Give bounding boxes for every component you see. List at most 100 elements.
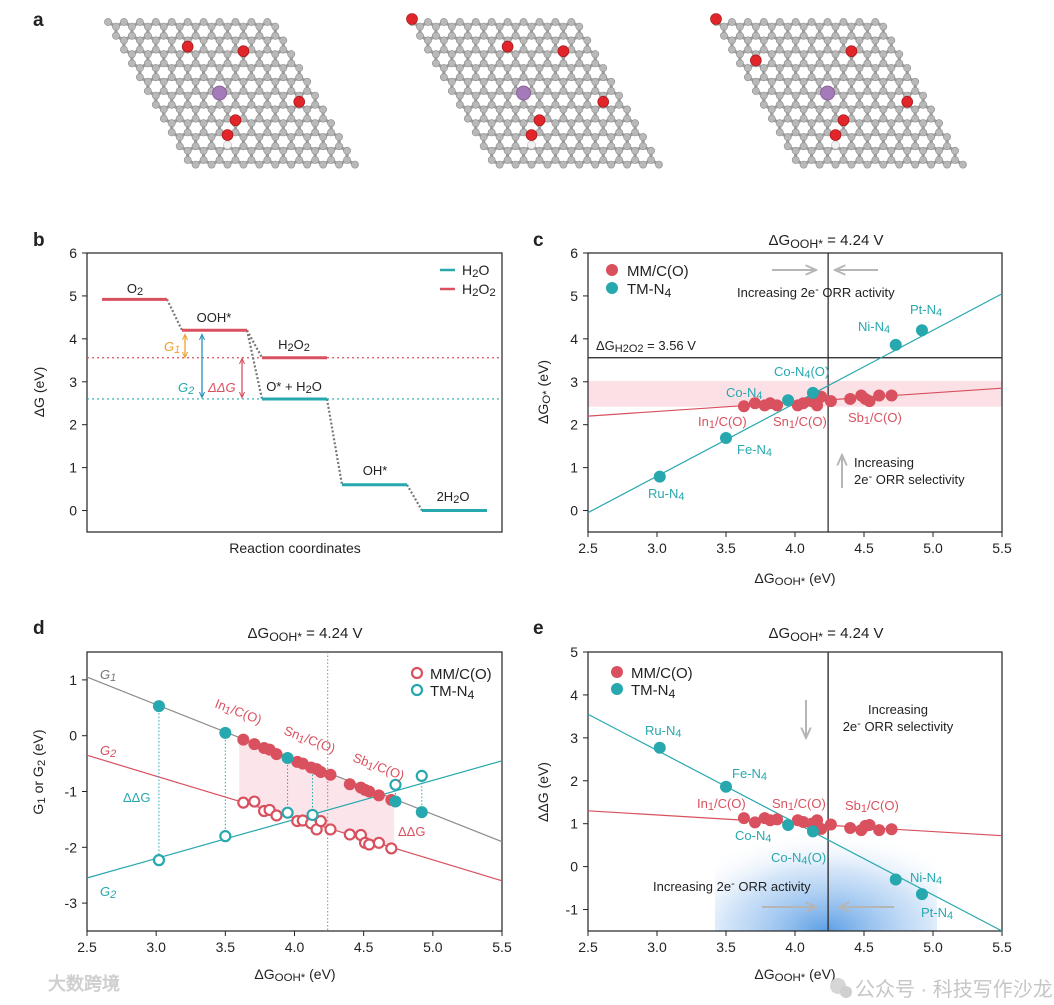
- carbon-atom: [104, 18, 112, 26]
- carbon-atom: [432, 31, 440, 40]
- carbon-atom: [855, 156, 864, 164]
- carbon-atom: [847, 133, 856, 141]
- carbon-atom: [911, 87, 920, 95]
- carbon-atom: [487, 128, 496, 137]
- x-tick-label: 5.0: [923, 540, 943, 556]
- carbon-atom: [887, 45, 896, 54]
- carbon-atom: [167, 36, 176, 45]
- level-connector: [406, 484, 423, 512]
- carbon-atom: [783, 59, 792, 68]
- carbon-atom: [543, 160, 552, 169]
- carbon-atom: [247, 64, 256, 72]
- carbon-atom: [575, 105, 584, 114]
- carbon-atom: [831, 22, 840, 31]
- carbon-atom: [479, 142, 488, 151]
- carbon-atom: [183, 119, 192, 128]
- carbon-atom: [855, 128, 864, 137]
- level-connector: [245, 330, 264, 400]
- carbon-atom: [567, 91, 576, 100]
- carbon-atom: [287, 160, 296, 169]
- carbon-atom: [767, 105, 776, 114]
- group-label: In1/C(O): [212, 696, 264, 730]
- carbon-atom: [567, 36, 576, 45]
- carbon-atom: [591, 59, 600, 68]
- carbon-atom: [112, 22, 120, 31]
- carbon-atom: [263, 73, 272, 82]
- carbon-atom: [351, 160, 359, 169]
- panel-label: a: [33, 10, 44, 31]
- carbon-atom: [151, 91, 160, 100]
- carbon-atom: [319, 160, 328, 169]
- carbon-atom: [887, 91, 896, 100]
- carbon-atom: [839, 36, 848, 45]
- carbon-atom: [911, 105, 920, 114]
- carbon-atom: [311, 128, 320, 137]
- panel-label: e: [533, 618, 544, 639]
- carbon-atom: [591, 133, 600, 141]
- carbon-atom: [495, 50, 504, 59]
- carbon-atom: [815, 50, 824, 59]
- carbon-atom: [879, 160, 888, 169]
- legend-label: TM-N4: [631, 682, 676, 701]
- carbon-atom: [736, 22, 744, 31]
- carbon-atom: [791, 128, 800, 137]
- tm-g1-point: [219, 726, 232, 739]
- carbon-atom: [831, 50, 840, 59]
- carbon-atom: [543, 105, 552, 114]
- carbon-atom: [759, 45, 768, 54]
- tm-point: [653, 741, 666, 754]
- ddg-label-mm: ΔΔG: [398, 824, 425, 839]
- carbon-atom: [879, 31, 888, 40]
- carbon-atom: [879, 105, 888, 114]
- carbon-atom: [207, 59, 216, 68]
- carbon-atom: [271, 50, 280, 59]
- carbon-atom: [263, 18, 272, 26]
- carbon-atom: [591, 160, 600, 169]
- carbon-atom: [799, 59, 808, 68]
- carbon-atom: [128, 22, 136, 31]
- carbon-atom: [583, 91, 592, 100]
- carbon-atom: [495, 160, 504, 169]
- carbon-atom: [287, 133, 296, 141]
- carbon-atom: [215, 36, 224, 45]
- carbon-atom: [895, 87, 904, 95]
- carbon-atom: [191, 87, 200, 95]
- x-tick-label: 2.5: [578, 939, 598, 955]
- carbon-atom: [199, 64, 208, 72]
- carbon-atom: [863, 114, 872, 123]
- mm-point: [873, 824, 886, 837]
- carbon-atom: [447, 77, 456, 86]
- mm-point: [748, 816, 761, 829]
- carbon-atom: [823, 156, 832, 164]
- oxygen-atom: [406, 13, 418, 25]
- legend-label: H2O2: [462, 281, 496, 299]
- level-label: OOH*: [197, 310, 232, 325]
- carbon-atom: [871, 73, 880, 82]
- carbon-atom: [327, 156, 335, 164]
- x-tick-label: 5.5: [992, 939, 1012, 955]
- carbon-atom: [239, 142, 248, 151]
- carbon-atom: [503, 146, 512, 155]
- carbon-atom: [903, 119, 912, 128]
- carbon-atom: [335, 142, 343, 151]
- tm-point: [782, 818, 795, 831]
- carbon-atom: [887, 36, 896, 45]
- carbon-atom: [911, 133, 920, 141]
- carbon-atom: [271, 142, 280, 151]
- y-tick-label: 4: [69, 331, 77, 347]
- carbon-atom: [919, 91, 928, 100]
- carbon-atom: [191, 105, 200, 114]
- legend-label: MM/C(O): [631, 665, 693, 682]
- metal-atom: [820, 85, 835, 101]
- carbon-atom: [183, 146, 192, 155]
- legend-label: MM/C(O): [430, 666, 492, 683]
- carbon-atom: [871, 156, 880, 164]
- carbon-atom: [487, 146, 496, 155]
- carbon-atom: [463, 59, 472, 68]
- carbon-atom: [231, 100, 240, 109]
- oxygen-atom: [533, 114, 546, 126]
- carbon-atom: [847, 87, 856, 95]
- carbon-atom: [175, 77, 184, 86]
- carbon-atom: [527, 105, 536, 114]
- carbon-atom: [215, 73, 224, 82]
